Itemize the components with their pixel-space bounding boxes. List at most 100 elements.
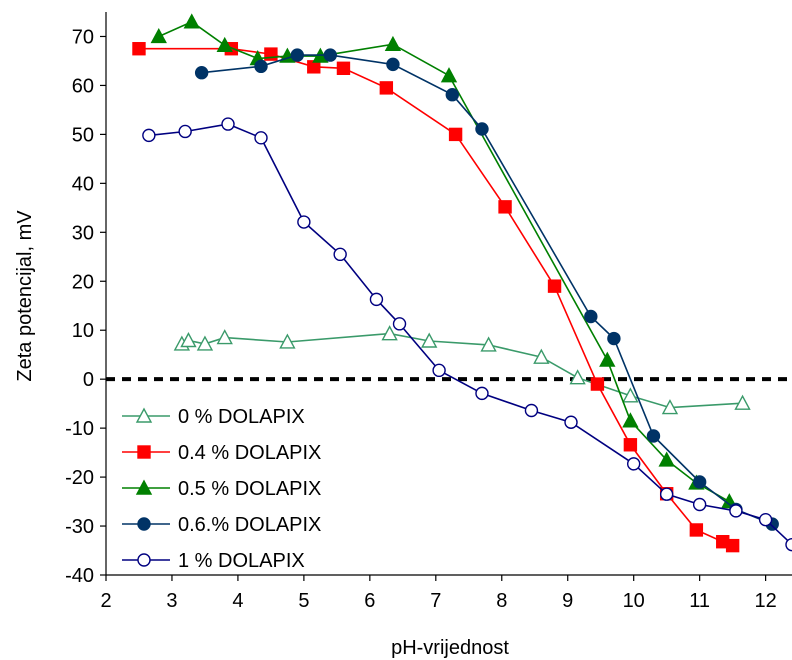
x-tick-label: 7 <box>430 590 441 612</box>
y-tick-label: 50 <box>72 124 94 146</box>
data-point <box>333 247 347 262</box>
data-point <box>758 512 773 527</box>
data-point <box>142 128 156 143</box>
y-tick-label: -30 <box>65 516 94 538</box>
data-point <box>323 48 337 62</box>
legend: 0 % DOLAPIX 0.4 % DOLAPIX 0.5 % DOLAPIX 0.6… <box>122 406 321 572</box>
y-tick-label: 40 <box>72 173 94 195</box>
legend-item-2: 0.4 % DOLAPIX <box>122 442 321 464</box>
data-point <box>607 331 621 346</box>
data-point <box>178 124 192 139</box>
y-tick-label: 60 <box>72 75 94 97</box>
y-tick-label: 0 <box>83 369 94 391</box>
data-point <box>626 457 641 471</box>
x-tick-label: 11 <box>689 590 710 612</box>
data-point <box>386 57 400 72</box>
y-tick-label: -40 <box>65 565 94 587</box>
legend-item-4: 0.6.% DOLAPIX <box>122 514 321 536</box>
data-point <box>221 117 235 131</box>
y-tick-label: -10 <box>65 418 94 440</box>
data-point <box>132 42 146 56</box>
data-point <box>421 332 438 348</box>
x-tick-label: 10 <box>623 590 645 612</box>
data-point <box>584 309 598 324</box>
data-point <box>734 394 751 410</box>
data-point <box>658 451 675 467</box>
y-axis-label: Zeta potencijal, mV <box>14 210 36 382</box>
data-point <box>590 377 605 391</box>
legend-label: 0.6.% DOLAPIX <box>178 514 321 536</box>
x-tick-label: 2 <box>100 590 111 612</box>
data-point <box>290 48 304 62</box>
data-point <box>254 131 268 145</box>
data-point <box>279 333 296 349</box>
legend-item-3: 0.5 % DOLAPIX <box>122 478 321 500</box>
data-point <box>785 537 792 552</box>
legend-item-1: 0 % DOLAPIX <box>122 406 305 428</box>
series-line <box>158 20 730 503</box>
data-point <box>661 399 679 415</box>
data-point <box>196 335 214 351</box>
data-point <box>180 332 197 348</box>
data-point <box>254 59 268 74</box>
data-point <box>646 429 661 443</box>
data-point <box>384 35 402 52</box>
data-point <box>599 351 616 367</box>
data-point <box>729 504 743 518</box>
data-point <box>622 412 639 428</box>
data-point <box>623 438 638 452</box>
x-tick-label: 5 <box>298 590 309 612</box>
series-line <box>181 332 743 409</box>
data-point <box>725 538 740 553</box>
data-point <box>183 13 200 29</box>
axes: -40 -30 -20 -10 0 10 20 30 40 50 60 70 2 3 4 5 6 7 8 9 10 11 1… <box>65 12 792 612</box>
legend-marker <box>135 479 153 495</box>
data-point <box>369 292 384 307</box>
legend-item-5: 1 % DOLAPIX <box>122 550 305 572</box>
data-point <box>475 122 489 136</box>
data-point <box>569 369 586 385</box>
legend-marker <box>137 517 151 531</box>
data-point <box>216 329 233 345</box>
data-point <box>659 487 674 501</box>
data-point <box>547 279 562 293</box>
data-point <box>480 336 497 352</box>
y-tick-label: 30 <box>72 222 94 244</box>
legend-marker <box>137 445 151 459</box>
data-point <box>297 215 311 229</box>
series-5 <box>142 117 792 552</box>
data-point <box>336 61 351 75</box>
series-4 <box>194 48 779 531</box>
x-axis-label: pH-vrijednost <box>391 637 509 659</box>
x-tick-label: 4 <box>232 590 243 612</box>
y-tick-label: -20 <box>65 467 94 489</box>
x-tick-label: 8 <box>496 590 507 612</box>
data-point <box>533 348 550 364</box>
legend-label: 0.5 % DOLAPIX <box>178 478 321 500</box>
x-tick-label: 12 <box>754 590 776 612</box>
legend-label: 0.4 % DOLAPIX <box>178 442 321 464</box>
x-tick-label: 6 <box>364 590 375 612</box>
data-point <box>475 386 489 401</box>
data-point <box>524 403 539 418</box>
data-point <box>692 497 707 512</box>
y-tick-label: 20 <box>72 271 94 293</box>
data-point <box>432 363 446 378</box>
legend-marker <box>137 553 151 567</box>
data-point <box>689 523 704 537</box>
series-group <box>132 13 792 553</box>
legend-label: 1 % DOLAPIX <box>178 550 305 572</box>
data-point <box>216 36 233 52</box>
data-point <box>445 88 459 102</box>
data-point <box>150 28 167 44</box>
data-point <box>448 127 463 142</box>
legend-marker <box>135 407 153 423</box>
x-tick-label: 9 <box>562 590 573 612</box>
data-point <box>194 66 209 80</box>
data-point <box>622 387 639 403</box>
x-tick-label: 3 <box>166 590 177 612</box>
data-point <box>564 415 578 429</box>
data-point <box>440 67 458 83</box>
legend-label: 0 % DOLAPIX <box>178 406 305 428</box>
series-1 <box>173 325 751 415</box>
